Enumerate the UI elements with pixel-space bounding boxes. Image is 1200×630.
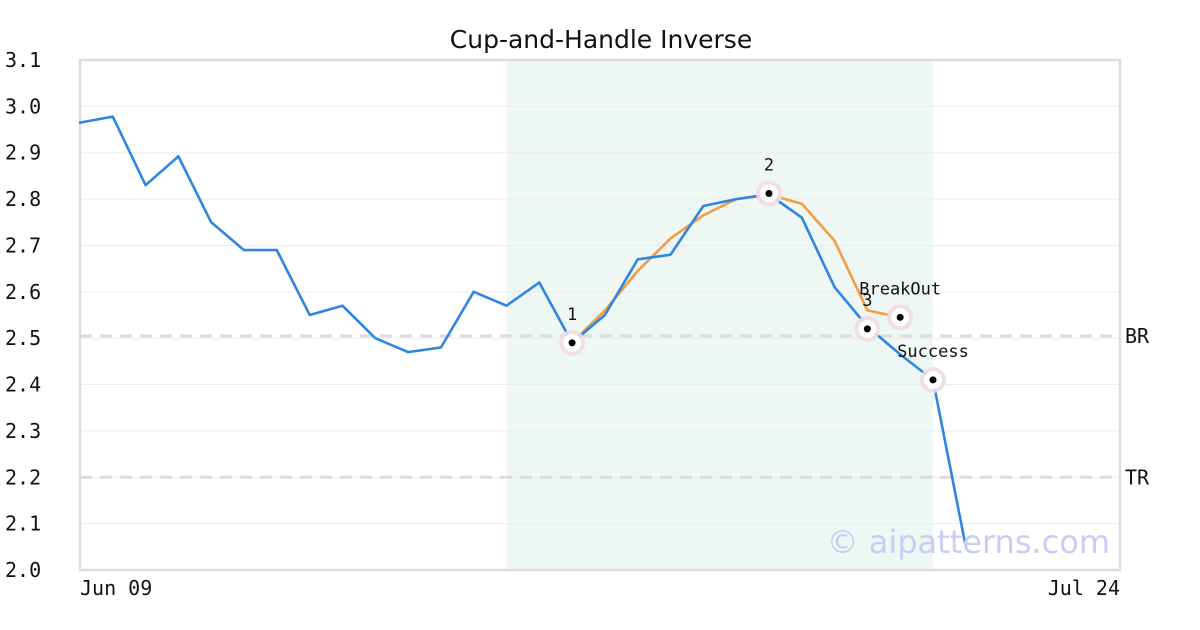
y-axis-ticks: 3.1 3.0 2.9 2.8 2.7 2.6 2.5 2.4 2.3 2.2 2.1 2.0 bbox=[5, 48, 41, 582]
y-tick-label: 2.3 bbox=[5, 419, 41, 443]
level-label-br: BR bbox=[1125, 324, 1150, 348]
x-tick-label: Jun 09 bbox=[80, 576, 152, 600]
pivot-dot bbox=[863, 325, 871, 333]
level-lines-layer: BR TR bbox=[80, 324, 1150, 489]
y-tick-label: 2.2 bbox=[5, 465, 41, 489]
shaded-region bbox=[506, 60, 933, 570]
y-tick-label: 2.8 bbox=[5, 187, 41, 211]
pivot-label: 1 bbox=[567, 305, 577, 325]
watermark: © aipatterns.com bbox=[827, 523, 1110, 561]
chart-title: Cup-and-Handle Inverse bbox=[450, 25, 752, 54]
series-layer bbox=[78, 115, 968, 549]
y-tick-label: 2.5 bbox=[5, 326, 41, 350]
y-tick-label: 3.1 bbox=[5, 48, 41, 72]
series-line-blue bbox=[78, 115, 968, 549]
y-tick-label: 2.0 bbox=[5, 558, 41, 582]
pivot-dot bbox=[568, 339, 576, 347]
pivot-label: 3 bbox=[862, 291, 872, 311]
y-tick-label: 3.0 bbox=[5, 94, 41, 118]
pivot-label: BreakOut bbox=[859, 279, 941, 299]
pivot-label: 2 bbox=[764, 156, 774, 176]
y-tick-label: 2.9 bbox=[5, 141, 41, 165]
pivot-dot bbox=[929, 376, 937, 384]
y-tick-label: 2.7 bbox=[5, 233, 41, 257]
level-label-tr: TR bbox=[1125, 465, 1150, 489]
pivot-dot bbox=[896, 313, 904, 321]
x-axis-ticks: Jun 09 Jul 24 bbox=[80, 576, 1120, 600]
shaded-region-layer bbox=[506, 60, 933, 570]
pivot-dot bbox=[765, 190, 773, 198]
y-tick-label: 2.6 bbox=[5, 280, 41, 304]
pivot-label: Success bbox=[897, 342, 969, 362]
y-tick-label: 2.4 bbox=[5, 373, 41, 397]
x-tick-label: Jul 24 bbox=[1048, 576, 1120, 600]
plot-frame bbox=[78, 58, 1122, 572]
y-tick-label: 2.1 bbox=[5, 512, 41, 536]
